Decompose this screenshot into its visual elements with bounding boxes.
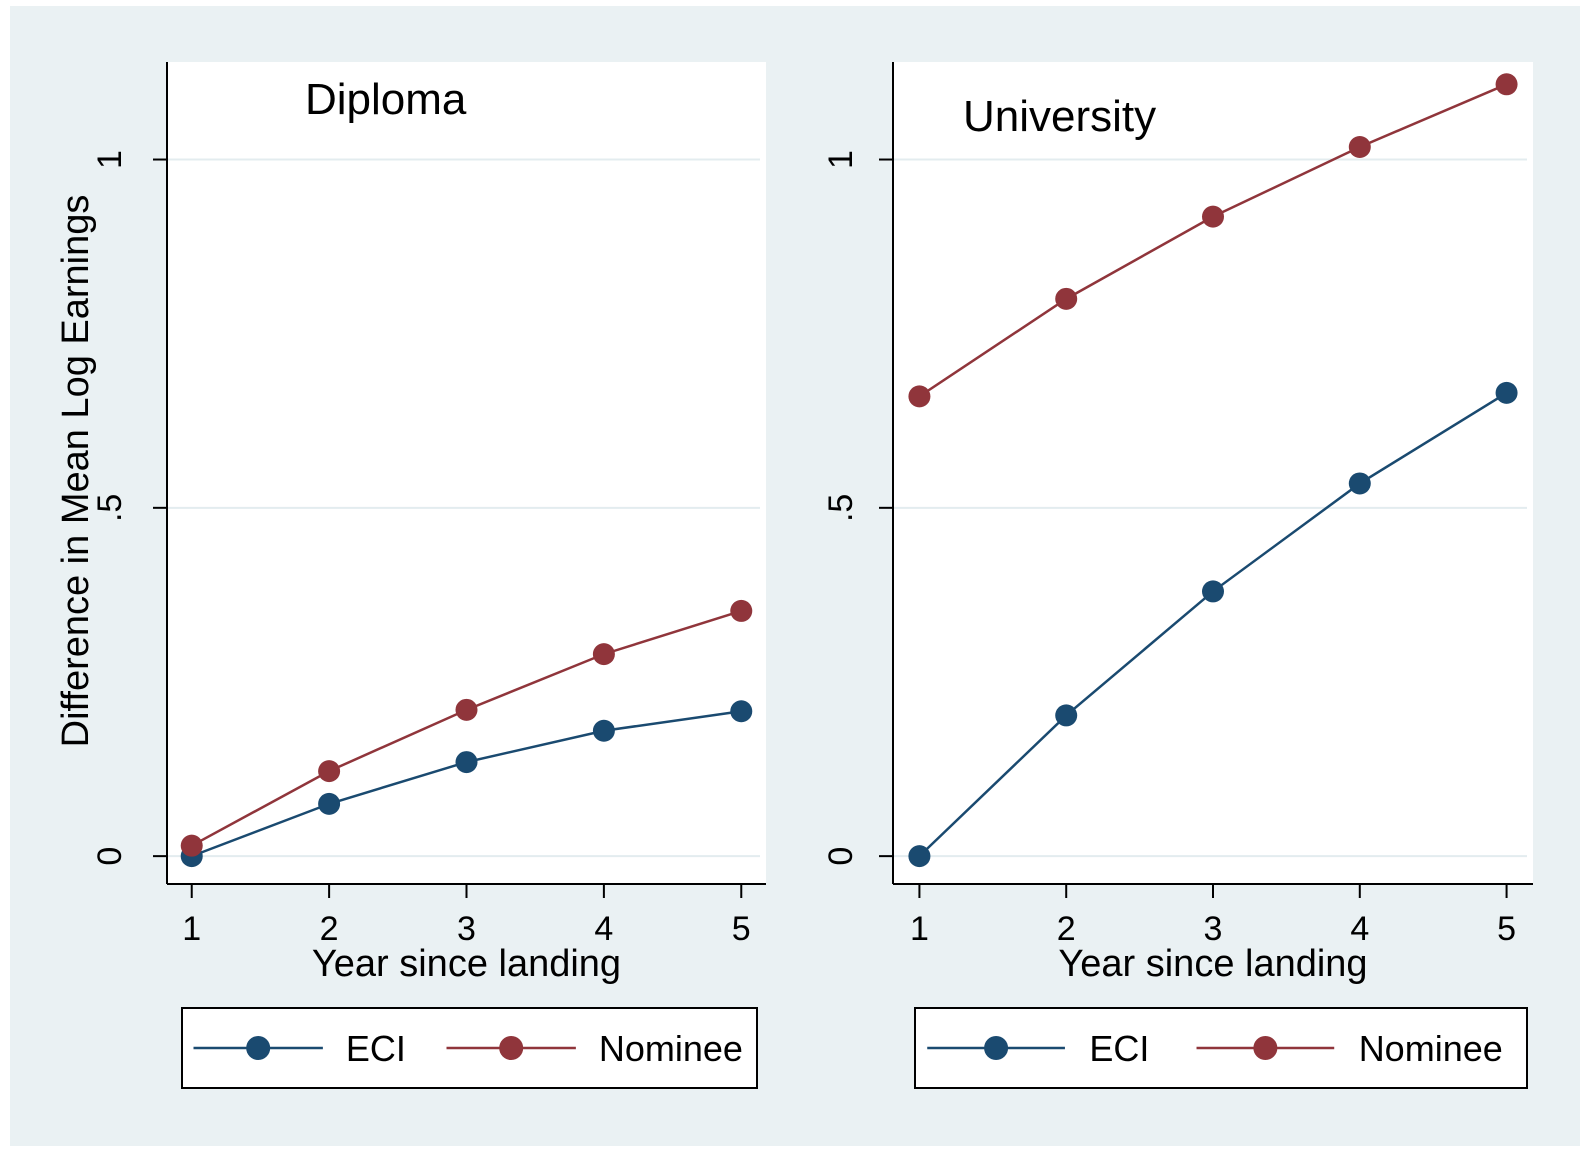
point-nominee-1	[180, 834, 203, 857]
y-tick-label-0: 0	[822, 847, 860, 866]
point-eci-3	[1202, 580, 1224, 603]
point-eci-3	[455, 751, 478, 774]
y-tick-label-1: .5	[91, 494, 129, 522]
point-eci-5	[730, 700, 753, 723]
x-axis-title: Year since landing	[312, 943, 621, 985]
x-tick-label-3: 4	[594, 910, 613, 948]
legend-marker-eci	[984, 1036, 1009, 1060]
point-nominee-3	[455, 698, 478, 721]
point-eci-1	[908, 845, 931, 868]
x-tick-label-1: 2	[1057, 910, 1076, 948]
legend-marker-eci	[246, 1036, 271, 1060]
x-tick-label-0: 1	[910, 910, 929, 948]
y-tick-label-0: 0	[91, 847, 129, 866]
point-eci-2	[1055, 704, 1078, 727]
point-eci-4	[592, 719, 615, 742]
legend: ECI Nominee	[914, 1007, 1528, 1089]
legend-label-eci: ECI	[346, 1028, 406, 1069]
point-eci-2	[318, 792, 341, 815]
point-nominee-2	[318, 760, 341, 783]
point-eci-4	[1348, 472, 1371, 495]
legend-label-nominee: Nominee	[1359, 1028, 1503, 1069]
point-eci-5	[1495, 381, 1518, 404]
panel-1: 0 .5 1 1 2 3 4 5 Year since landing Difference in…	[55, 62, 766, 1089]
y-axis-title: Difference in Mean Log Earnings	[55, 195, 97, 748]
plot-area	[893, 62, 1533, 884]
panel-title: Diploma	[305, 75, 467, 124]
x-tick-label-4: 5	[1497, 910, 1516, 948]
legend-label-eci: ECI	[1089, 1028, 1149, 1069]
point-nominee-5	[1495, 73, 1518, 96]
x-tick-label-2: 3	[1204, 910, 1223, 948]
x-tick-label-2: 3	[457, 910, 476, 948]
point-nominee-3	[1202, 205, 1224, 228]
panel-title: University	[963, 92, 1156, 141]
point-nominee-2	[1055, 287, 1078, 310]
x-tick-label-1: 2	[320, 910, 339, 948]
point-nominee-1	[908, 385, 931, 408]
point-nominee-4	[592, 643, 615, 666]
y-tick-label-1: .5	[822, 494, 860, 522]
point-nominee-4	[1348, 135, 1371, 158]
y-tick-label-2: 1	[822, 150, 860, 169]
x-tick-label-0: 1	[182, 910, 201, 948]
y-tick-label-2: 1	[91, 150, 129, 169]
legend: ECI Nominee	[181, 1007, 758, 1089]
legend-label-nominee: Nominee	[599, 1028, 743, 1069]
legend-marker-nominee	[1253, 1036, 1278, 1060]
panel-2: 0 .5 1 1 2 3 4 5 Year since landing University ECI…	[822, 62, 1533, 1089]
x-tick-label-4: 5	[732, 910, 751, 948]
plot-area	[167, 62, 766, 884]
x-tick-label-3: 4	[1350, 910, 1369, 948]
point-nominee-5	[730, 599, 753, 622]
x-axis-title: Year since landing	[1058, 943, 1367, 985]
legend-marker-nominee	[499, 1036, 524, 1060]
